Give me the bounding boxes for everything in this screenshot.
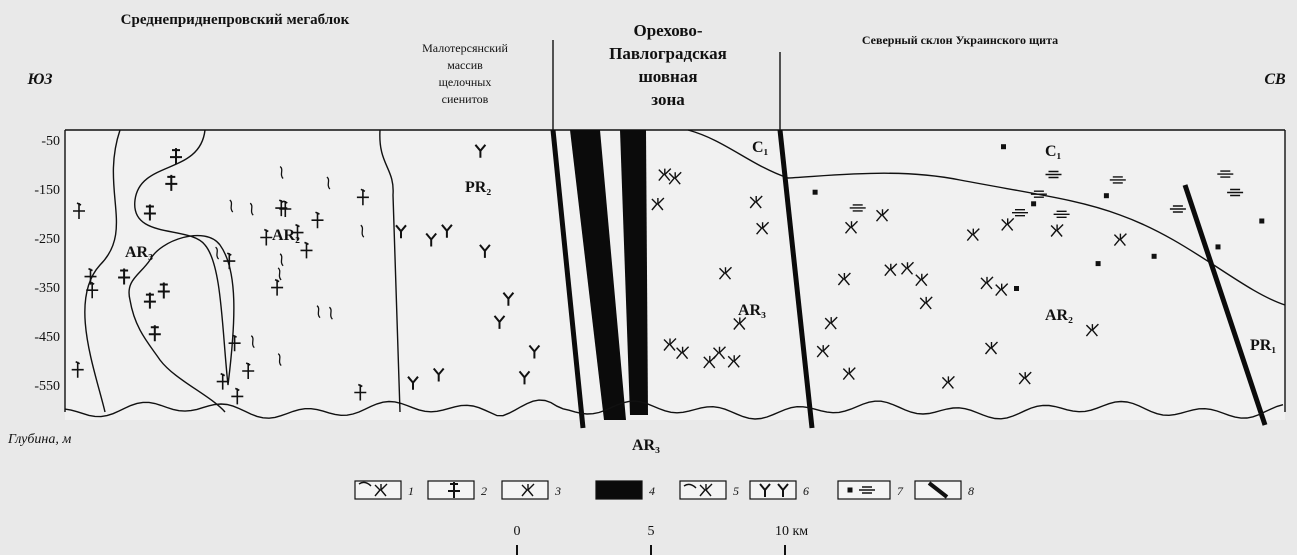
- legend-swatch: [750, 481, 796, 499]
- rock-symbol: [813, 190, 818, 195]
- legend-swatch: [596, 481, 642, 499]
- region-title: Среднеприднепровский мегаблок: [121, 12, 350, 28]
- unit-label: AR₂: [272, 227, 300, 244]
- rock-symbol: [1001, 144, 1006, 149]
- legend-number: 1: [408, 484, 414, 498]
- legend-swatch: [680, 481, 726, 499]
- unit-label: PR₂: [465, 179, 491, 196]
- legend-number: 8: [968, 484, 974, 498]
- rock-symbol: [1096, 261, 1101, 266]
- unit-label: C₁: [1045, 143, 1062, 160]
- legend-number: 3: [554, 484, 561, 498]
- depth-tick-label: -450: [34, 330, 60, 345]
- unit-label: PR₁: [1250, 337, 1276, 354]
- zone-label: зона: [651, 90, 685, 109]
- cross-section: Среднеприднепровский мегаблок Малотерсян…: [0, 0, 1297, 555]
- direction: ЮЗ: [26, 71, 52, 88]
- massif-label: массив: [447, 58, 483, 72]
- scale-bar: 0 5 10 км: [514, 524, 809, 555]
- depth-tick-label: -350: [34, 281, 60, 296]
- massif-label: щелочных: [439, 75, 492, 89]
- unit-label: AR₂: [1045, 307, 1073, 324]
- legend-number: 2: [481, 484, 487, 498]
- legend-swatch: [502, 481, 548, 499]
- rock-symbol: [1014, 286, 1019, 291]
- zone-label: Павлоградская: [609, 44, 727, 63]
- massif-label: Малотерсянский: [422, 41, 508, 55]
- legend-symbol: [848, 488, 853, 493]
- legend-number: 5: [733, 484, 739, 498]
- direction: СВ: [1264, 71, 1286, 88]
- legend-number: 4: [649, 484, 655, 498]
- region-title: Северный склон Украинского щита: [862, 33, 1058, 47]
- depth-tick-label: -550: [34, 379, 60, 394]
- scale-label: 0: [514, 524, 521, 539]
- rock-symbol: [1216, 244, 1221, 249]
- unit-label: AR₃: [125, 244, 153, 261]
- legend-number: 6: [803, 484, 809, 498]
- depth-tick-label: -150: [34, 183, 60, 198]
- unit-label: AR₃: [738, 302, 766, 319]
- massif-label: сиенитов: [442, 92, 489, 106]
- legend-swatch: [355, 481, 401, 499]
- zone-label: Орехово-: [633, 21, 702, 40]
- legend-number: 7: [897, 484, 904, 498]
- legend: 1 2 3 4 5 6 7 8: [355, 481, 974, 499]
- rock-symbol: [1031, 201, 1036, 206]
- depth-tick-label: -50: [41, 134, 60, 149]
- rock-symbol: [1259, 219, 1264, 224]
- rock-symbol: [1104, 193, 1109, 198]
- unit-label: AR₃: [632, 437, 660, 454]
- zone-label: шовная: [638, 67, 697, 86]
- unit-label: C₁: [752, 139, 769, 156]
- depth-tick-label: -250: [34, 232, 60, 247]
- scale-label: 5: [648, 524, 655, 539]
- axis-label: Глубина, м: [7, 432, 71, 447]
- rock-symbol: [1152, 254, 1157, 259]
- scale-label: 10 км: [775, 524, 808, 539]
